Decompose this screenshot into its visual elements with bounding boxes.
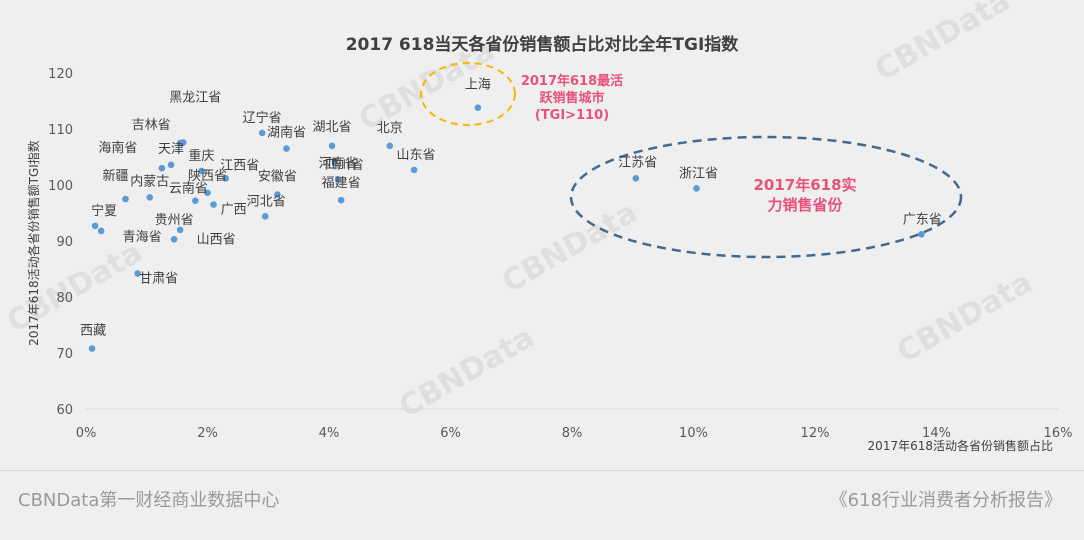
point-label: 河南省: [319, 155, 358, 171]
y-tick-label: 60: [56, 403, 73, 418]
footer-report-name: 《618行业消费者分析报告》: [829, 490, 1062, 511]
data-point: [210, 201, 217, 208]
y-tick-label: 70: [56, 347, 73, 362]
x-tick-label: 4%: [319, 426, 340, 441]
data-point: [176, 139, 184, 147]
data-point: [410, 166, 418, 174]
data-point: [474, 104, 482, 112]
y-tick-label: 110: [48, 123, 73, 138]
point-label: 河北省: [247, 194, 286, 209]
point-label: 广西: [221, 203, 247, 218]
data-point: [198, 167, 205, 175]
point-label: 福建省: [322, 176, 361, 191]
data-point: [134, 270, 141, 277]
point-label: 山西省: [197, 232, 236, 247]
data-point: [283, 145, 290, 152]
highlight-ellipse-blue: [569, 135, 963, 259]
y-tick-label: 90: [56, 235, 73, 250]
point-label: 广东省: [903, 212, 942, 227]
point-label: 江苏省: [618, 154, 657, 170]
point-label: 湖北省: [313, 120, 352, 135]
point-label: 重庆: [188, 148, 214, 164]
x-tick-label: 12%: [801, 426, 830, 441]
footer-divider: [0, 470, 1084, 471]
point-label: 内蒙古: [130, 173, 169, 189]
data-point: [170, 236, 178, 243]
x-tick-label: 2%: [197, 426, 218, 441]
data-point: [88, 345, 96, 352]
data-point: [176, 226, 184, 234]
data-point: [97, 227, 105, 235]
data-point: [386, 142, 394, 150]
y-tick-label: 100: [48, 179, 73, 194]
point-label: 西藏: [80, 324, 106, 339]
point-label: 新疆: [102, 168, 128, 184]
data-point: [222, 174, 230, 182]
point-label: 海南省: [98, 140, 137, 156]
data-point: [122, 195, 129, 203]
point-label: 贵州省: [155, 213, 194, 228]
x-tick-label: 8%: [562, 426, 583, 441]
x-tick-label: 16%: [1044, 426, 1073, 441]
point-label: 吉林省: [132, 118, 171, 133]
annotation-text: 力销售省份: [767, 196, 843, 214]
x-tick-label: 0%: [76, 426, 97, 441]
x-tick-label: 6%: [440, 426, 461, 441]
point-label: 甘肃省: [139, 271, 178, 286]
highlight-ellipse-yellow: [420, 62, 516, 126]
point-label: 湖南省: [267, 125, 306, 141]
point-label: 山东省: [397, 148, 436, 163]
annotation-text: 跃销售城市: [539, 90, 604, 106]
point-label: 浙江省: [679, 166, 718, 181]
chart-title: 2017 618当天各省份销售额占比对比全年TGI指数: [346, 34, 740, 55]
data-point: [204, 189, 211, 197]
footer-source: CBNData第一财经商业数据中心: [18, 490, 280, 511]
data-point: [328, 142, 336, 150]
data-point: [192, 197, 199, 204]
x-tick-label: 10%: [679, 426, 708, 441]
data-point: [261, 213, 269, 220]
y-tick-labels: 60 70 80 90 100 110 120: [48, 67, 73, 418]
annotation-text: 2017年618实: [753, 176, 856, 194]
point-label: 安徽省: [258, 170, 297, 185]
x-axis-label: 2017年618活动各省份销售额占比: [868, 438, 1053, 453]
point-label: 黑龙江省: [169, 90, 221, 105]
point-label: 北京: [377, 121, 403, 136]
point-label: 江西省: [220, 158, 259, 173]
data-point: [918, 230, 925, 238]
point-label: 陕西省: [188, 169, 227, 184]
point-label: 四川省: [325, 158, 364, 173]
annotation-text: 2017年618最活: [521, 73, 623, 89]
point-label: 天津: [158, 142, 184, 157]
point-label: 辽宁省: [243, 110, 282, 126]
data-point: [632, 174, 640, 182]
data-point: [167, 161, 175, 169]
data-point: [274, 191, 281, 198]
x-tick-label: 14%: [922, 426, 951, 441]
point-label: 云南省: [169, 181, 208, 197]
y-axis-label: 2017年618活动各省份销售额TGI指数: [26, 140, 41, 346]
data-point: [146, 194, 154, 201]
point-label: 宁夏: [91, 203, 117, 219]
data-point: [158, 164, 166, 172]
point-label: 青海省: [123, 230, 162, 245]
x-tick-labels: 0% 2% 4% 6% 8% 10% 12% 14% 16%: [76, 426, 1073, 441]
data-point: [693, 185, 700, 192]
data-point: [331, 157, 339, 165]
scatter-chart: 2017 618当天各省份销售额占比对比全年TGI指数 2017年618活动各省…: [26, 34, 1073, 453]
data-point: [91, 222, 99, 230]
point-label: 上海: [465, 78, 491, 93]
y-tick-label: 120: [48, 67, 73, 82]
data-point: [337, 196, 345, 204]
data-point: [258, 129, 266, 137]
y-tick-label: 80: [56, 291, 73, 306]
data-point: [334, 176, 342, 183]
annotation-text: (TGI>110): [535, 108, 609, 123]
